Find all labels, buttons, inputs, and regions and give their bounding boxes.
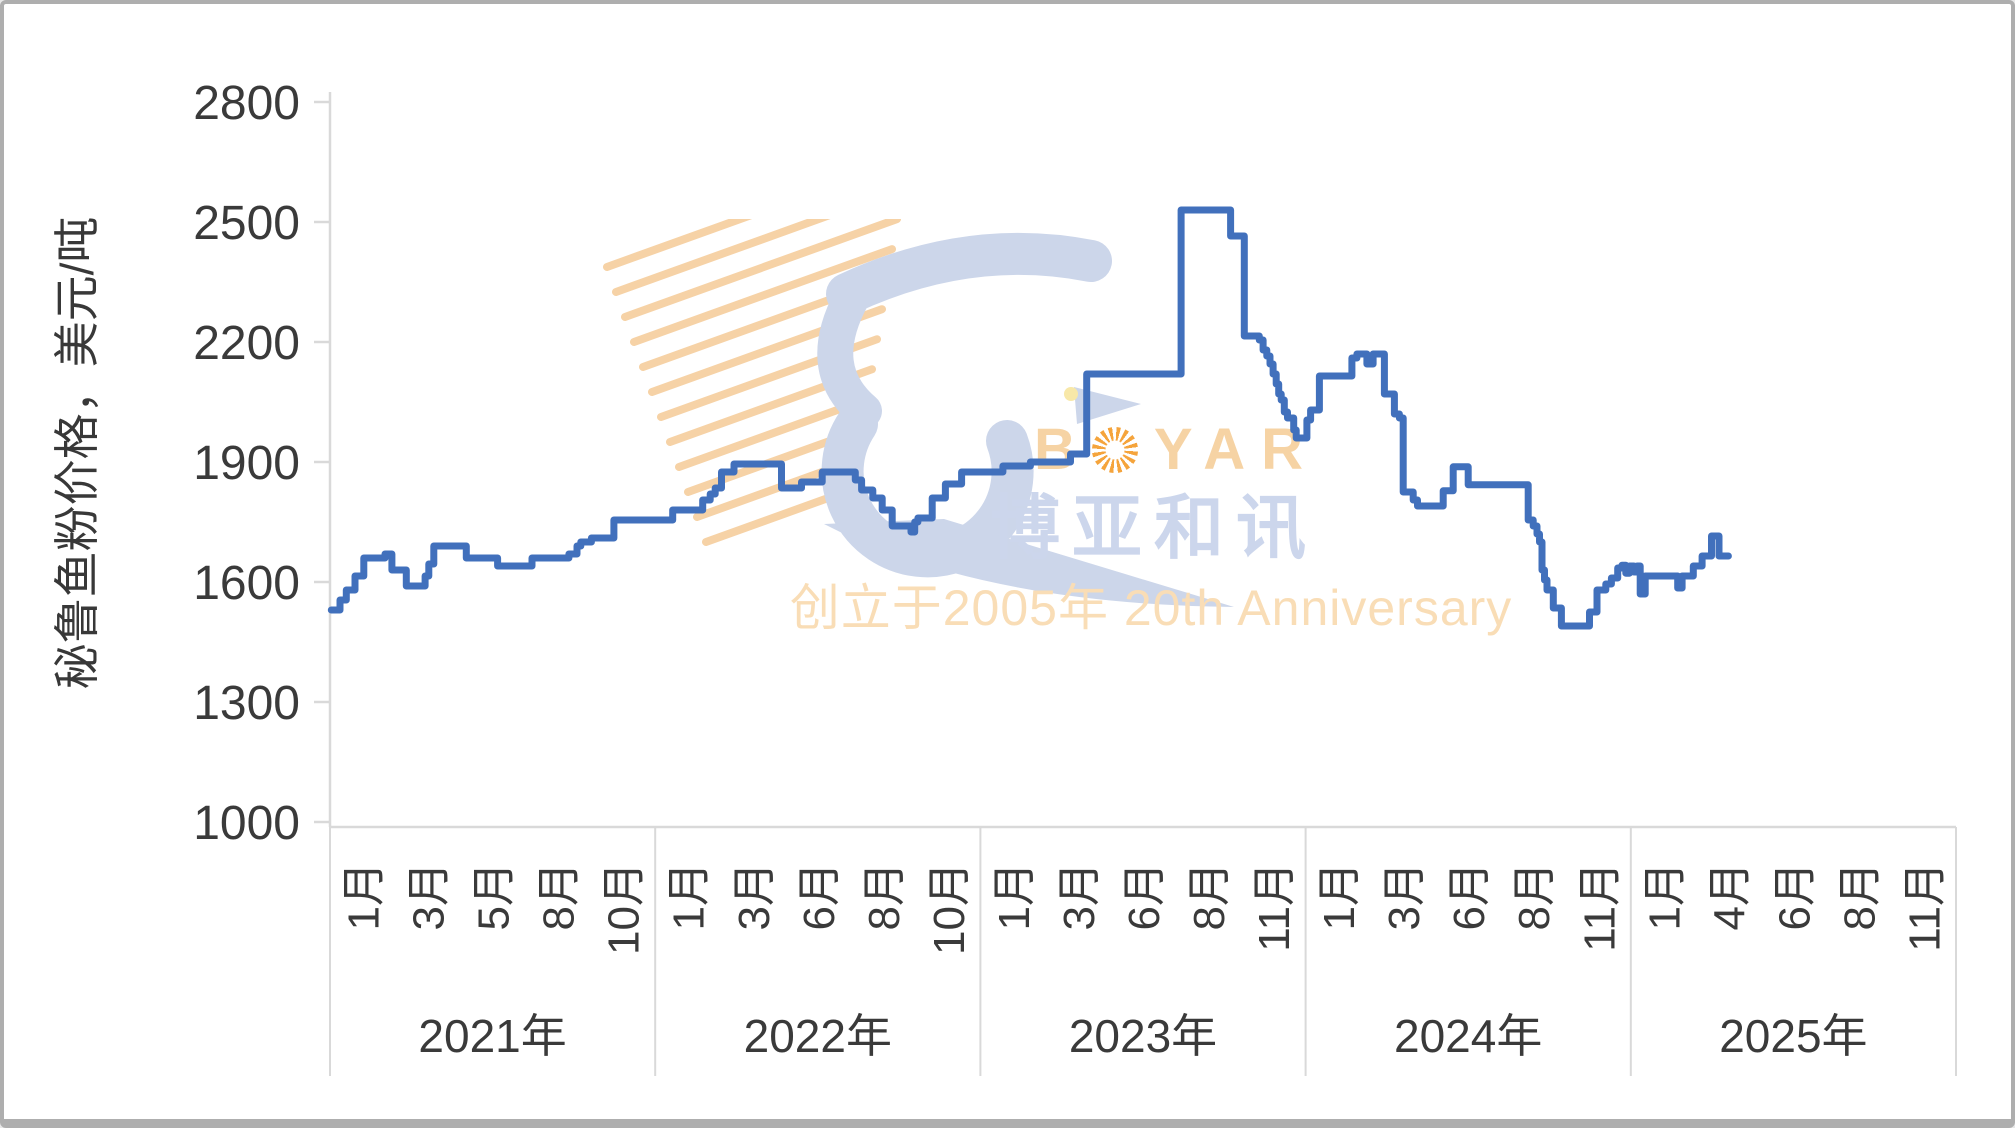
watermark-brand-cjk: 博亚和讯 — [990, 489, 1318, 567]
watermark-letter: A — [1203, 417, 1262, 482]
watermark-letter: Y — [1153, 417, 1204, 482]
month-tick-label: 11月 — [1250, 862, 1299, 952]
month-tick-label: 8月 — [860, 862, 909, 930]
y-tick-label: 1900 — [193, 437, 300, 490]
y-tick-label: 1300 — [193, 677, 300, 730]
month-tick-label: 11月 — [1900, 862, 1949, 952]
month-tick-label: 3月 — [1380, 862, 1429, 930]
month-tick-label: 8月 — [1185, 862, 1234, 930]
price-line — [327, 206, 1732, 630]
sun-icon — [1091, 427, 1138, 473]
month-tick-label: 6月 — [1770, 862, 1819, 930]
month-tick-label: 6月 — [795, 862, 844, 930]
month-tick-label: 10月 — [600, 862, 649, 955]
watermark-letter: B — [1034, 417, 1092, 482]
month-tick-label: 3月 — [405, 862, 454, 930]
month-tick-label: 6月 — [1445, 862, 1494, 930]
month-tick-label: 10月 — [925, 862, 974, 955]
month-tick-label: 3月 — [730, 862, 779, 930]
year-label: 2023年 — [1069, 1010, 1217, 1062]
watermark-tagline: 创立于2005年 20th Anniversary — [789, 580, 1513, 636]
year-label: 2021年 — [418, 1010, 566, 1062]
month-tick-label: 8月 — [535, 862, 584, 930]
y-tick-label: 2200 — [193, 317, 300, 370]
month-tick-label: 11月 — [1575, 862, 1624, 952]
month-tick-label: 8月 — [1510, 862, 1559, 930]
month-tick-label: 4月 — [1705, 862, 1754, 930]
y-tick-label: 1000 — [193, 797, 300, 850]
month-tick-label: 8月 — [1835, 862, 1884, 930]
month-tick-label: 1月 — [990, 862, 1039, 930]
y-tick-label: 2500 — [193, 197, 300, 250]
year-label: 2025年 — [1719, 1010, 1867, 1062]
year-label: 2022年 — [744, 1010, 892, 1062]
month-tick-label: 1月 — [1640, 862, 1689, 930]
month-tick-label: 5月 — [470, 862, 519, 930]
y-tick-label: 2800 — [193, 77, 300, 130]
month-tick-label: 1月 — [1315, 862, 1364, 930]
month-tick-label: 3月 — [1055, 862, 1104, 930]
watermark: B YAR 博亚和讯 创立于2005年 20th Anniversary — [4, 4, 2011, 1119]
month-tick-label: 1月 — [665, 862, 714, 930]
year-label: 2024年 — [1394, 1010, 1542, 1062]
watermark-brand-latin: B YAR — [1034, 418, 1334, 482]
y-tick-label: 1600 — [193, 557, 300, 610]
y-axis-title: 秘鲁鱼粉价格，美元/吨 — [51, 216, 103, 690]
month-tick-label: 1月 — [340, 862, 389, 930]
month-tick-label: 6月 — [1120, 862, 1169, 930]
